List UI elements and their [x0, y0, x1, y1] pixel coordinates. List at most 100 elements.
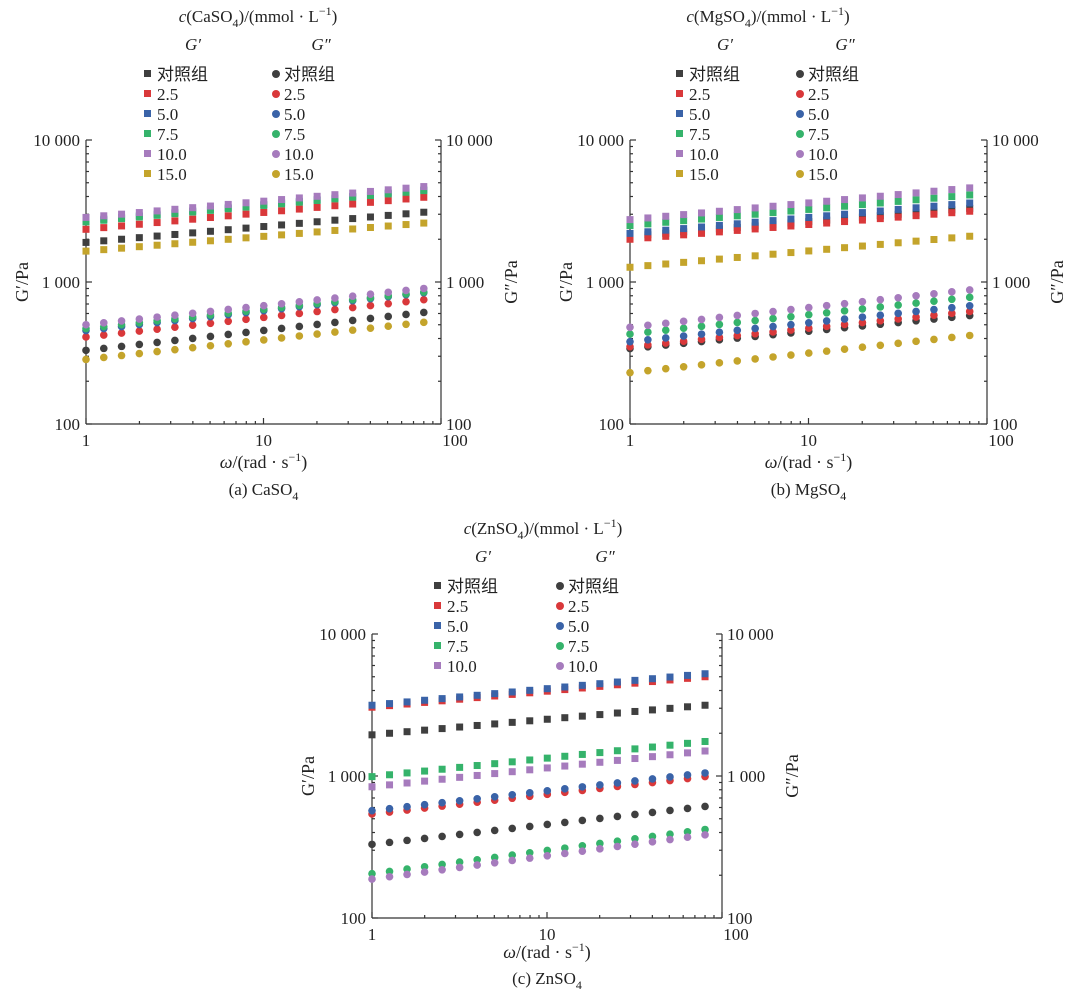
data-point-g-double-prime [543, 820, 552, 829]
data-point-g-prime [368, 783, 376, 791]
data-point-g-prime [438, 725, 446, 733]
data-point-g-double-prime [348, 316, 357, 325]
data-point-g-prime [82, 213, 90, 221]
data-point-g-prime [644, 214, 652, 222]
data-point-g-double-prime [930, 290, 938, 298]
data-point-g-double-prime [912, 291, 920, 300]
data-point-g-double-prime [930, 297, 938, 305]
legend-title-symbol: c [179, 7, 187, 26]
legend-label-g-double-prime: 10.0 [568, 657, 598, 676]
data-point-g-prime [561, 752, 569, 760]
data-point-g-double-prime [930, 311, 938, 319]
data-point-g-double-prime [596, 814, 604, 823]
data-point-g-double-prime [930, 335, 938, 344]
panel-caption: (b) MgSO4 [771, 480, 846, 503]
data-point-g-double-prime [644, 328, 652, 336]
data-point-g-double-prime [613, 837, 622, 845]
data-point-g-double-prime [733, 357, 742, 365]
data-point-g-double-prime [295, 322, 304, 331]
data-point-g-double-prime [769, 307, 777, 316]
data-point-g-prime [473, 762, 481, 770]
legend-label-g-prime: 10.0 [447, 657, 477, 676]
data-point-g-prime [100, 216, 108, 224]
data-point-g-double-prime [733, 331, 742, 340]
data-point-g-double-prime [822, 322, 831, 331]
y-tick-label-right: 100 [992, 415, 1018, 434]
data-point-g-double-prime [701, 769, 709, 777]
data-point-g-double-prime [804, 324, 813, 332]
data-point-g-double-prime [206, 341, 215, 350]
series-0-g-prime [82, 208, 428, 246]
legend-label-g-prime: 10.0 [157, 145, 187, 164]
legend-marker-g-double-prime [796, 170, 804, 178]
data-point-g-double-prime [153, 325, 161, 333]
data-point-g-double-prime [117, 351, 126, 360]
data-point-g-prime [666, 751, 674, 759]
data-point-g-double-prime [455, 858, 464, 866]
data-point-g-prime [698, 215, 706, 223]
x-axis-label-symbol: ω [503, 942, 516, 962]
data-point-g-prime [684, 671, 692, 679]
data-point-g-double-prime [679, 332, 688, 340]
data-point-g-double-prime [403, 870, 411, 879]
legend-marker-g-double-prime [796, 70, 804, 78]
data-point-g-prime [733, 212, 741, 220]
data-point-g-double-prime [804, 318, 813, 327]
y-tick-label-left: 100 [55, 415, 81, 434]
data-point-g-prime [578, 681, 586, 689]
data-point-g-double-prime [697, 322, 706, 331]
data-point-g-double-prime [188, 334, 197, 343]
data-point-g-double-prime [295, 298, 304, 306]
data-point-g-prime [331, 216, 339, 224]
legend-title: c(ZnSO4)/(mmol · L−1) [464, 516, 623, 542]
data-point-g-prime [805, 205, 813, 213]
data-point-g-double-prime [99, 344, 108, 353]
data-point-g-double-prime [188, 321, 197, 330]
data-point-g-double-prime [82, 333, 90, 341]
data-point-g-double-prime [578, 847, 587, 855]
legend-title-subscript: 4 [745, 16, 751, 30]
data-point-g-double-prime [894, 339, 902, 348]
data-point-g-prime [948, 234, 956, 242]
data-point-g-double-prime [751, 355, 759, 363]
data-point-g-prime [403, 728, 411, 736]
data-point-g-double-prime [385, 804, 394, 813]
data-point-g-prime [224, 235, 232, 243]
data-point-g-double-prime [787, 320, 795, 329]
data-point-g-prime [648, 706, 656, 714]
data-point-g-prime [366, 192, 374, 200]
y-axis-label-left: G′/Pa [298, 756, 318, 796]
data-point-g-prime [171, 210, 179, 218]
data-point-g-prime [260, 201, 268, 209]
data-point-g-double-prime [626, 323, 634, 332]
data-point-g-prime [508, 688, 516, 696]
y-tick-label-right: 10 000 [727, 625, 774, 644]
data-point-g-prime [456, 693, 464, 701]
data-point-g-prime [313, 203, 321, 211]
panel-caption-text: (a) CaSO [229, 480, 293, 499]
legend-title-symbol: c [464, 519, 472, 538]
data-point-g-double-prime [313, 330, 321, 338]
data-point-g-prime [715, 228, 723, 236]
data-point-g-prime [805, 199, 813, 207]
data-point-g-prime [402, 188, 410, 196]
legend-marker-g-double-prime [272, 150, 280, 158]
data-point-g-double-prime [543, 852, 552, 860]
data-point-g-double-prime [419, 318, 428, 327]
y-tick-label-right: 100 [727, 909, 753, 928]
data-point-g-prime [680, 225, 688, 233]
data-point-g-prime [948, 186, 956, 194]
data-point-g-double-prime [508, 824, 517, 833]
data-point-g-prime [331, 195, 339, 203]
data-point-g-prime [526, 756, 534, 764]
data-point-g-double-prime [366, 301, 375, 310]
data-point-g-prime [242, 210, 250, 218]
data-point-g-prime [684, 739, 692, 747]
data-point-g-double-prime [661, 334, 670, 342]
data-point-g-double-prime [769, 322, 777, 331]
data-point-g-double-prime [259, 336, 268, 344]
legend-marker-g-double-prime [272, 70, 280, 78]
series-5-g-prime [82, 219, 428, 255]
